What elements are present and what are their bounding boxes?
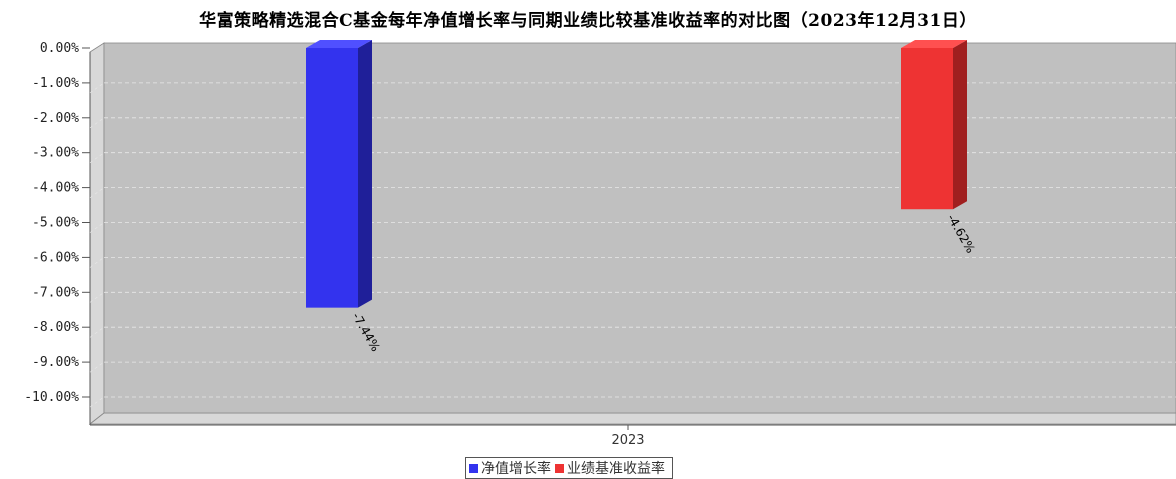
grid-line-wall bbox=[89, 292, 105, 303]
bar-side bbox=[358, 40, 372, 308]
plot-floor bbox=[88, 412, 1176, 425]
grid-line-wall bbox=[89, 396, 105, 408]
y-axis: 0.00% -1.00% -2.00% -3.00% -4.00% -5.00% -6.00… bbox=[24, 41, 90, 405]
legend: 净值增长率 业绩基准收益率 bbox=[465, 457, 673, 479]
y-tick-label: -9.00% bbox=[32, 355, 79, 370]
legend-swatch-benchmark-return bbox=[555, 463, 564, 473]
bars bbox=[306, 40, 967, 308]
bar-front bbox=[306, 48, 358, 308]
y-tick-label: -10.00% bbox=[24, 390, 79, 405]
grid-line-wall bbox=[89, 361, 105, 373]
chart-title: 华富策略精选混合C基金每年净值增长率与同期业绩比较基准收益率的对比图（2023年… bbox=[199, 11, 977, 31]
legend-item-nav-growth: 净值增长率 bbox=[469, 458, 551, 478]
grid-line-wall bbox=[89, 82, 105, 94]
y-tick-label: -8.00% bbox=[32, 320, 79, 335]
bar-side bbox=[953, 40, 967, 210]
legend-item-benchmark-return: 业绩基准收益率 bbox=[555, 458, 665, 478]
y-tick-label: -1.00% bbox=[32, 76, 79, 91]
plot-area bbox=[88, 42, 1176, 426]
grid-line-wall bbox=[89, 117, 105, 129]
legend-swatch-nav-growth bbox=[469, 463, 478, 473]
bar-top bbox=[901, 40, 967, 48]
y-tick-label: -6.00% bbox=[32, 250, 79, 265]
bar-front bbox=[901, 48, 953, 210]
grid-line-wall bbox=[89, 152, 105, 163]
y-tick-label: 0.00% bbox=[40, 41, 79, 56]
bar-top bbox=[306, 40, 372, 48]
grid-line-wall bbox=[89, 326, 105, 338]
bar-nav-growth bbox=[306, 40, 372, 308]
legend-label-benchmark-return: 业绩基准收益率 bbox=[567, 461, 665, 477]
plot-back-face bbox=[103, 42, 1176, 414]
x-axis: 2023 bbox=[611, 425, 645, 448]
y-tick-label: -7.00% bbox=[32, 285, 79, 300]
grid-line-wall bbox=[89, 187, 105, 198]
y-tick-label: -2.00% bbox=[32, 111, 79, 126]
grid-lines bbox=[89, 82, 1176, 408]
x-tick-label: 2023 bbox=[611, 433, 644, 448]
grid-line-wall bbox=[89, 257, 105, 268]
y-tick-label: -3.00% bbox=[32, 146, 79, 161]
y-tick-label: -4.00% bbox=[32, 181, 79, 196]
bar-benchmark-return bbox=[901, 40, 967, 210]
y-tick-label: -5.00% bbox=[32, 216, 79, 231]
grid-line-wall bbox=[89, 222, 105, 233]
legend-label-nav-growth: 净值增长率 bbox=[481, 461, 551, 477]
